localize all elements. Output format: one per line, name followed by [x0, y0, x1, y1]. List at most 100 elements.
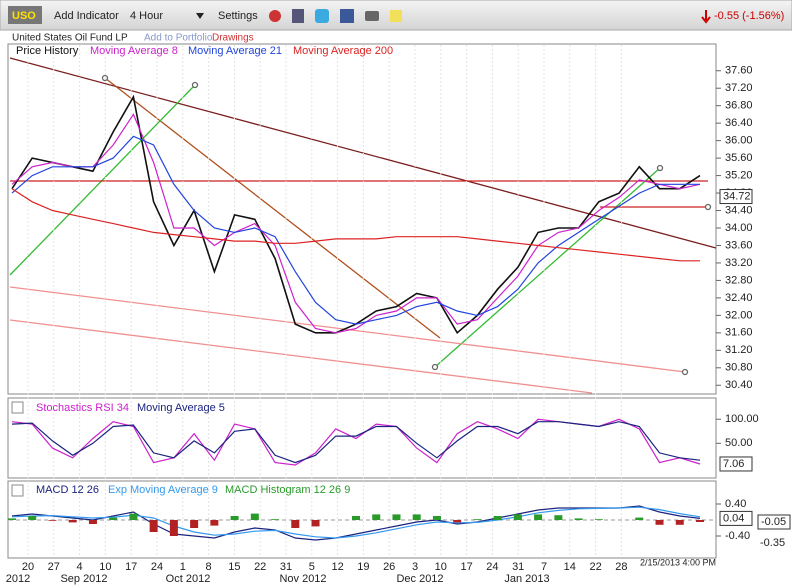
- collapse-box[interactable]: [11, 484, 24, 497]
- legend-entry: Exp Moving Average 9: [108, 484, 218, 496]
- trendline: [434, 167, 661, 368]
- histogram-bar: [8, 518, 16, 520]
- histogram-bar: [412, 514, 421, 520]
- series-line: [11, 135, 700, 325]
- x-day-label: 19: [357, 561, 369, 573]
- series-line: [11, 506, 701, 539]
- histogram-bar: [655, 520, 664, 525]
- last-value: 0.04: [723, 512, 744, 524]
- collapse-box[interactable]: [11, 401, 24, 414]
- last-value-box: [719, 510, 753, 526]
- x-day-label: 1: [180, 561, 186, 573]
- series-line: [11, 421, 701, 464]
- histogram-bar: [169, 520, 178, 536]
- handle[interactable]: [656, 164, 664, 172]
- histogram-bar: [271, 519, 280, 520]
- page-icon[interactable]: [292, 9, 304, 23]
- x-day-label: 15: [228, 561, 240, 573]
- series-line: [11, 188, 700, 262]
- histogram-bar: [210, 520, 219, 526]
- legend-entry: Moving Average 8: [90, 45, 178, 57]
- last-value: 34.72: [723, 190, 751, 202]
- handle[interactable]: [431, 363, 439, 371]
- histogram-bar: [352, 516, 360, 520]
- last-value-box: [719, 189, 753, 205]
- x-day-label: 27: [48, 561, 60, 573]
- series-line: [11, 505, 701, 541]
- y-tick-label: -0.40: [725, 530, 750, 542]
- price-panel: [7, 43, 717, 395]
- drawings[interactable]: Drawings: [212, 33, 254, 44]
- histogram-bar: [372, 514, 381, 520]
- last-value: 7.06: [723, 458, 744, 470]
- y-tick-label: 0.40: [725, 498, 746, 510]
- note-icon[interactable]: [390, 10, 402, 22]
- legend-entry: MACD Histogram 12 26 9: [225, 484, 350, 496]
- histogram-bar: [635, 517, 644, 520]
- trendline: [9, 286, 686, 373]
- x-day-label: 4: [77, 561, 83, 573]
- y-tick-label: 30.80: [725, 362, 753, 374]
- histogram-bar: [68, 520, 77, 523]
- add-indicator[interactable]: Add Indicator: [54, 10, 119, 22]
- y-tick-label: 31.60: [725, 327, 753, 339]
- x-day-label: 24: [151, 561, 163, 573]
- settings[interactable]: Settings: [218, 10, 258, 22]
- handle[interactable]: [681, 368, 689, 376]
- histogram-bar: [453, 520, 462, 523]
- symbol-box[interactable]: [8, 6, 42, 24]
- x-day-label: 14: [564, 561, 576, 573]
- handle[interactable]: [191, 81, 199, 89]
- x-day-label: 17: [460, 561, 472, 573]
- last-value-box: [719, 456, 753, 472]
- x-day-label: 8: [206, 561, 212, 573]
- legend-entry: Moving Average 200: [293, 45, 393, 57]
- y-tick-label: 35.60: [725, 152, 753, 164]
- symbol[interactable]: USO: [12, 10, 36, 22]
- y-tick-label: 37.20: [725, 82, 753, 94]
- x-day-label: 28: [615, 561, 627, 573]
- histogram-bar: [493, 516, 502, 520]
- histogram-bar: [534, 514, 543, 520]
- x-month-label: 2012: [6, 573, 30, 585]
- y-tick-label: 33.60: [725, 239, 753, 251]
- x-month-label: Dec 2012: [396, 573, 443, 585]
- histogram-bar: [696, 520, 704, 522]
- dropdown-arrow[interactable]: [196, 13, 204, 19]
- y-tick-label: 30.40: [725, 379, 753, 391]
- last-value-box: [757, 514, 791, 530]
- camera-icon[interactable]: [365, 11, 379, 21]
- trendline: [9, 84, 196, 276]
- add-to-portfolio[interactable]: Add to Portfolio: [144, 33, 213, 44]
- y-tick-label: 32.40: [725, 292, 753, 304]
- y-tick-label: 33.20: [725, 257, 753, 269]
- y-tick-label: 34.00: [725, 222, 753, 234]
- legend-entry: Stochastics RSI 34: [36, 402, 129, 414]
- y-tick-label: 32.00: [725, 309, 753, 321]
- legend-entry: MACD 12 26: [36, 484, 99, 496]
- legend-entry: Price History: [16, 45, 79, 57]
- trendline: [9, 319, 593, 394]
- stoch-panel: [7, 397, 717, 479]
- x-day-label: 12: [331, 561, 343, 573]
- x-day-label: 31: [512, 561, 524, 573]
- x-day-label: 26: [383, 561, 395, 573]
- histogram-bar: [149, 520, 158, 532]
- y-tick-label: 32.80: [725, 274, 753, 286]
- facebook-icon[interactable]: [340, 9, 354, 23]
- x-month-label: Sep 2012: [60, 573, 107, 585]
- histogram-bar: [190, 520, 199, 528]
- interval[interactable]: 4 Hour: [130, 10, 163, 22]
- x-day-label: 3: [412, 561, 418, 573]
- price-change: -0.55 (-1.56%): [714, 10, 784, 22]
- alarm-icon[interactable]: [269, 10, 281, 22]
- histogram-bar: [473, 519, 482, 520]
- twitter-icon[interactable]: [315, 9, 329, 23]
- handle[interactable]: [704, 203, 712, 211]
- y-tick-label: 31.20: [725, 344, 753, 356]
- histogram-bar: [291, 520, 300, 528]
- x-day-label: 10: [99, 561, 111, 573]
